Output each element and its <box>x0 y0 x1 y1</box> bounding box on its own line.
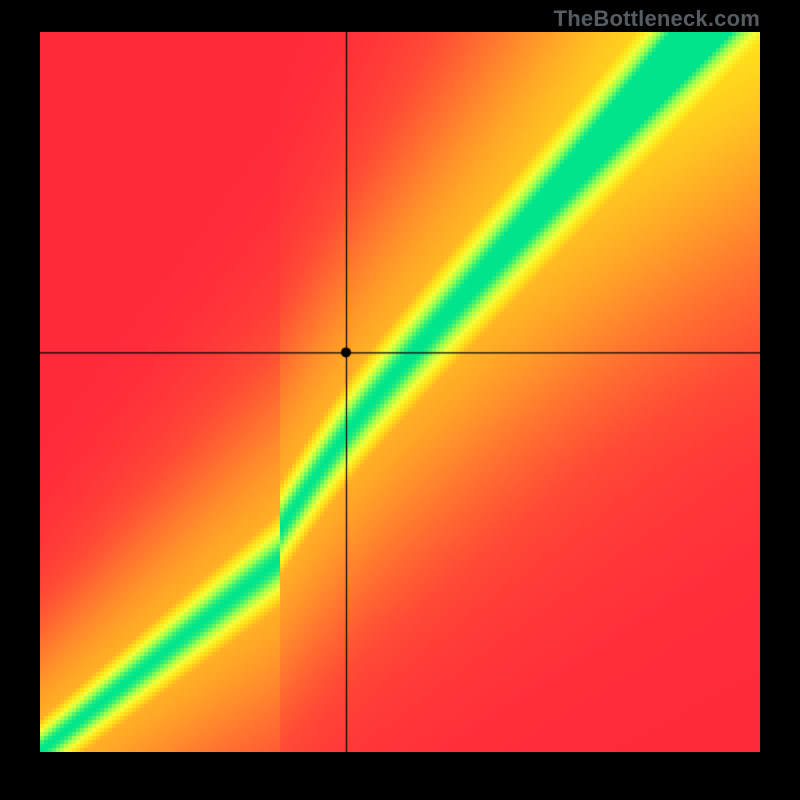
bottleneck-heatmap <box>40 32 760 752</box>
watermark-text: TheBottleneck.com <box>554 6 760 32</box>
chart-stage: TheBottleneck.com <box>0 0 800 800</box>
